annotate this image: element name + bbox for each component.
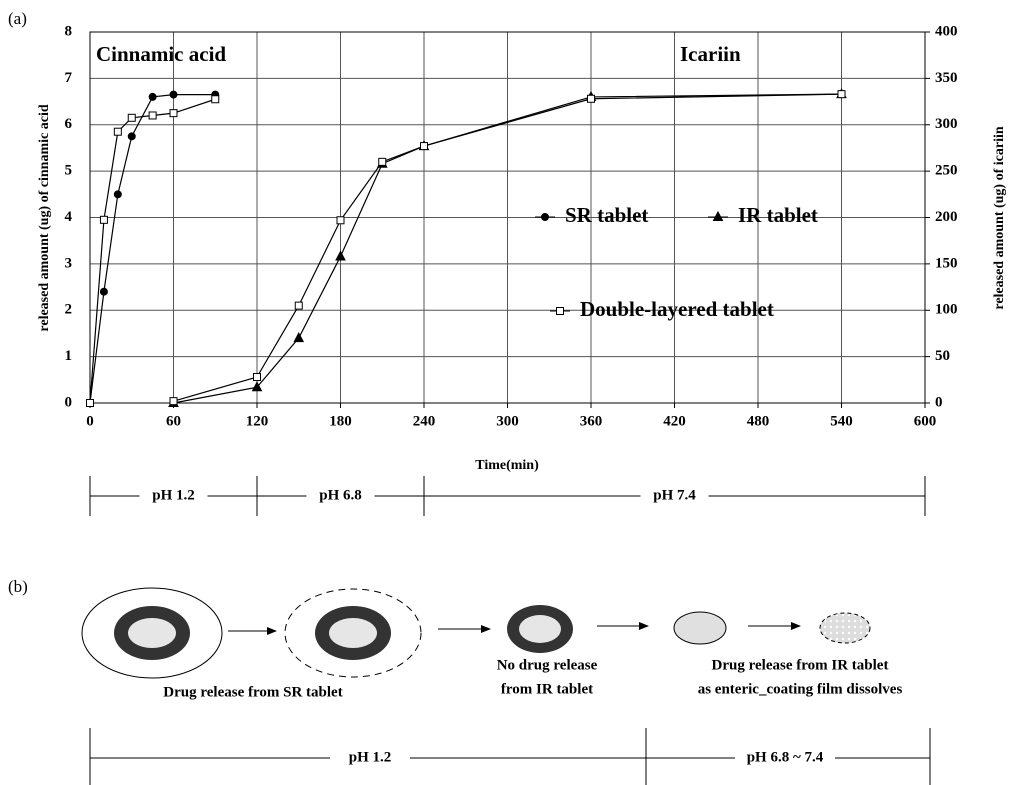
x-tick-label: 240 [413,413,436,429]
x-tick-label: 300 [496,413,519,429]
data-point [421,143,428,150]
data-point [170,110,177,117]
series-line [90,99,215,403]
data-point [149,93,156,100]
caption: as enteric_coating film dissolves [698,681,903,697]
data-point [114,191,121,198]
panel-label: (a) [8,9,27,28]
data-point [379,158,386,165]
data-point [128,114,135,121]
y2-axis-label: released amount (ug) of icariin [992,126,1007,309]
legend-marker [714,212,723,221]
data-point [336,251,345,259]
y2-tick-label: 150 [935,255,958,271]
panel-label: (b) [8,577,28,596]
legend-marker [557,308,564,315]
y-tick-label: 0 [65,394,73,410]
data-point [254,374,261,381]
y2-tick-label: 350 [935,70,958,86]
y2-tick-label: 300 [935,116,958,132]
data-point [295,302,302,309]
data-point [87,400,94,407]
x-tick-label: 420 [663,413,686,429]
x-tick-label: 120 [246,413,269,429]
y2-tick-label: 400 [935,23,958,39]
annotation: Cinnamic acid [96,42,226,66]
legend-label: IR tablet [738,203,818,227]
data-point [588,95,595,102]
caption: from IR tablet [501,681,593,697]
data-point [100,288,107,295]
data-point [128,133,135,140]
data-point [212,96,219,103]
x-tick-label: 0 [86,413,94,429]
x-tick-label: 540 [830,413,853,429]
ph-label: pH 1.2 [152,487,195,503]
y-tick-label: 6 [65,116,73,132]
data-point [114,128,121,135]
data-point [149,112,156,119]
x-tick-label: 360 [580,413,603,429]
x-tick-label: 600 [914,413,937,429]
y-tick-label: 2 [65,302,73,318]
data-point [838,91,845,98]
y-axis-label: released amount (ug) of cinnamic acid [37,104,52,331]
x-axis-label: Time(min) [475,458,539,473]
annotation: Icariin [680,42,741,66]
y-tick-label: 3 [65,255,73,271]
phase-label: pH 6.8 ~ 7.4 [747,749,824,765]
data-point [294,333,303,342]
ph-label: pH 6.8 [319,487,362,503]
caption: Drug release from SR tablet [163,684,342,700]
figure: (a) (b) Drug release from SR tablet No d… [0,0,1009,785]
legend-marker [542,214,549,221]
y2-tick-label: 50 [935,348,950,364]
x-tick-label: 480 [747,413,770,429]
y-tick-label: 4 [65,209,73,225]
caption: Drug release from IR tablet [712,657,889,673]
data-point [170,398,177,405]
data-point [170,91,177,98]
data-point [337,217,344,224]
caption: No drug release [497,657,598,673]
y2-tick-label: 250 [935,163,958,179]
phase-label: pH 1.2 [349,749,392,765]
x-tick-label: 180 [329,413,352,429]
y2-tick-label: 0 [935,394,943,410]
legend-label: SR tablet [565,203,648,227]
y-tick-label: 8 [65,23,73,39]
x-tick-label: 60 [166,413,181,429]
y-tick-label: 5 [65,163,73,179]
y-tick-label: 1 [65,348,73,364]
y2-tick-label: 200 [935,209,958,225]
legend-label: Double-layered tablet [580,297,774,321]
y2-tick-label: 100 [935,302,958,318]
data-point [100,216,107,223]
y-tick-label: 7 [65,70,73,86]
ph-label: pH 7.4 [653,487,696,503]
